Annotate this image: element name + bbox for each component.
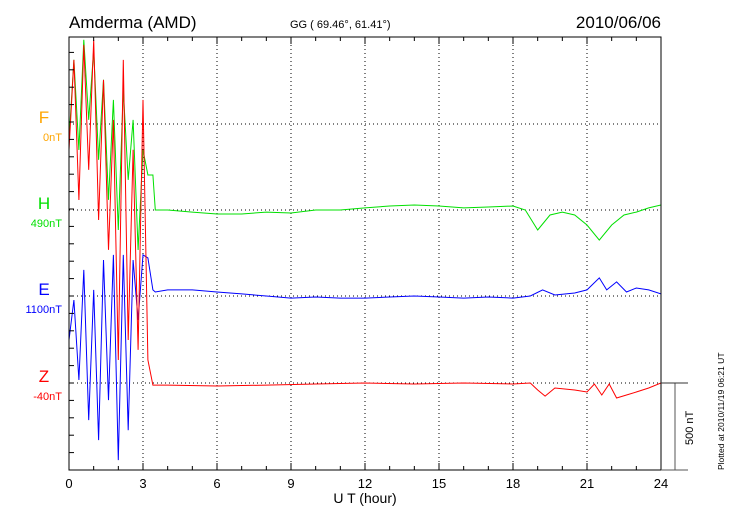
series-name-h: H	[38, 194, 50, 213]
x-tick-label: 21	[580, 476, 594, 491]
series-name-e: E	[38, 280, 49, 299]
chart-subtitle: GG ( 69.46°, 61.41°)	[290, 19, 391, 31]
series-baseline-e: 1100nT	[26, 304, 63, 316]
series-name-f: F	[39, 108, 49, 127]
grid	[69, 37, 661, 470]
series-line-h	[69, 39, 661, 251]
x-tick-label: 0	[65, 476, 72, 491]
plotted-at-footer: Plotted at 2010/11/19 06:21 UT	[716, 352, 726, 470]
chart-title: Amderma (AMD)	[69, 13, 197, 32]
x-tick-label: 12	[358, 476, 372, 491]
x-tick-label: 18	[506, 476, 520, 491]
scale-bar-label: 500 nT	[684, 410, 696, 445]
chart-date: 2010/06/06	[576, 13, 661, 32]
series-name-z: Z	[39, 367, 49, 386]
x-tick-label: 9	[287, 476, 294, 491]
axes: 0 3 6 9 12 15 18 21 24	[65, 37, 668, 491]
x-tick-label: 24	[654, 476, 668, 491]
traces	[69, 39, 661, 461]
x-axis-label: U T (hour)	[333, 490, 396, 506]
series-line-e	[69, 254, 661, 461]
series-baseline-h: 490nT	[31, 218, 62, 230]
x-tick-label: 6	[213, 476, 220, 491]
x-tick-label: 15	[432, 476, 446, 491]
series-baseline-f: 0nT	[43, 132, 62, 144]
x-tick-label: 3	[139, 476, 146, 491]
series-baseline-z: -40nT	[33, 391, 62, 403]
series-labels: F 0nT H 490nT E 1100nT Z -40nT	[26, 108, 63, 403]
series-line-z	[69, 39, 661, 399]
